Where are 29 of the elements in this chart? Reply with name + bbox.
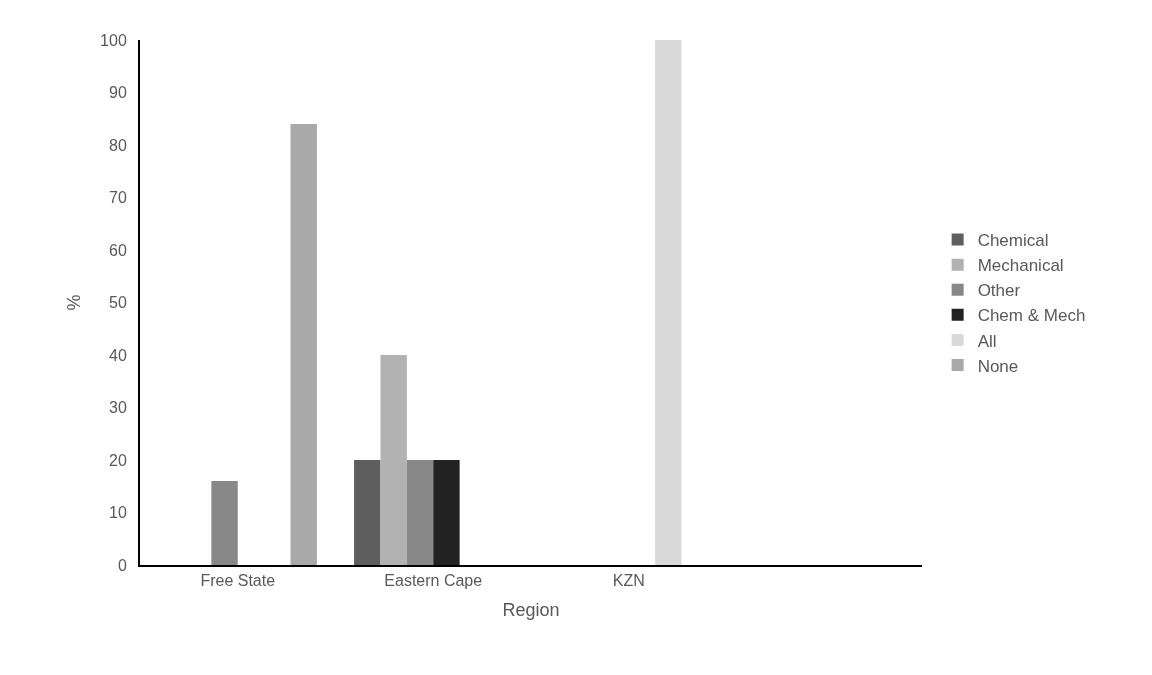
y-tick-label: 70: [109, 189, 127, 207]
legend-label: Other: [977, 281, 1021, 301]
y-tick-label: 50: [109, 294, 127, 312]
legend-label: All: [977, 331, 997, 351]
bar: [406, 460, 434, 565]
bar: [211, 481, 238, 565]
y-tick-label: 0: [117, 556, 127, 574]
legend-label: Mechanical: [977, 256, 1064, 276]
y-tick-label: 60: [109, 241, 127, 259]
bar: [290, 124, 317, 565]
y-tick-label: 10: [109, 504, 127, 522]
y-tick-label: 100: [100, 31, 127, 49]
y-tick-label: 80: [109, 136, 127, 154]
legend-label: None: [977, 356, 1019, 376]
y-axis-title: %: [63, 294, 84, 311]
x-tick-label: Eastern Cape: [384, 572, 483, 590]
bar: [354, 460, 381, 565]
y-tick-label: 90: [109, 84, 127, 102]
legend-label: Chemical: [977, 231, 1049, 251]
bar: [655, 40, 682, 565]
x-axis-title: Region: [502, 599, 560, 620]
y-tick-label: 40: [109, 346, 127, 364]
bar: [433, 460, 460, 565]
y-tick-label: 30: [109, 399, 127, 417]
x-tick-label: Free State: [200, 572, 276, 590]
legend-label: Chem & Mech: [977, 306, 1086, 326]
y-tick-label: 20: [109, 451, 127, 469]
bar: [380, 355, 407, 565]
x-tick-label: KZN: [612, 572, 645, 590]
